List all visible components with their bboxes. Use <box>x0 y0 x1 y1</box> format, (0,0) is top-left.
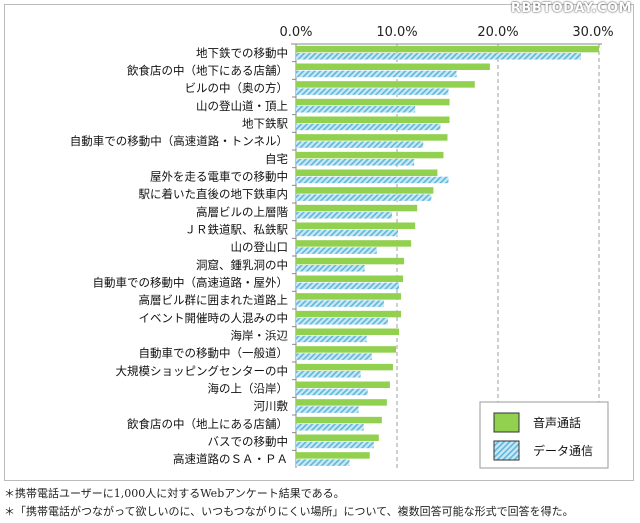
bar-data <box>296 424 364 431</box>
category-label: ビルの中（奥の方） <box>185 81 289 95</box>
legend-label: データ通信 <box>533 443 593 458</box>
bar-voice <box>296 45 599 53</box>
category-label: 山の登山口 <box>231 240 289 254</box>
bar-voice <box>296 293 402 300</box>
category-label: 大規模ショッピングセンターの中 <box>116 364 289 378</box>
category-label: 自動車での移動中（一般道） <box>139 346 289 360</box>
bar-voice <box>296 310 402 318</box>
category-label: 自動車での移動中（高速道路・トンネル） <box>70 134 288 148</box>
bar-data <box>296 123 441 131</box>
bar-data <box>296 371 361 378</box>
bar-voice <box>296 204 418 212</box>
bar-data <box>296 459 350 466</box>
category-label: 駅に着いた直後の地下鉄車内 <box>139 187 289 201</box>
category-label: ＪＲ鉄道駅、私鉄駅 <box>185 223 289 237</box>
bar-data <box>296 176 449 184</box>
bar-data <box>296 265 365 272</box>
bar-data <box>296 53 581 60</box>
category-label: 屋外を走る電車での移動中 <box>150 170 288 184</box>
category-label: 高層ビルの上層階 <box>196 205 288 219</box>
bar-voice <box>296 257 405 265</box>
bar-voice <box>296 98 450 106</box>
legend-label: 音声通話 <box>533 415 581 430</box>
chart-frame <box>4 4 634 481</box>
bar-data <box>296 159 415 166</box>
bar-voice <box>296 187 434 194</box>
category-label: 河川敷 <box>254 399 289 413</box>
bar-voice <box>296 416 382 424</box>
bar-voice <box>296 240 412 247</box>
bar-voice <box>296 63 490 70</box>
category-label: イベント開催時の人混みの中 <box>139 311 289 325</box>
category-label: 洞窟、鍾乳洞の中 <box>196 258 288 272</box>
bar-voice <box>296 169 438 176</box>
x-tick-label: 20.0% <box>477 25 518 40</box>
bar-voice <box>296 134 448 141</box>
bar-voice <box>296 116 450 123</box>
bar-data <box>296 141 424 148</box>
bar-voice <box>296 275 404 282</box>
category-label: 地下鉄での移動中 <box>196 46 288 60</box>
category-label: 山の登山道・頂上 <box>196 99 288 113</box>
footnote-1: ＊携帯電話ユーザーに1,000人に対するWebアンケート結果である。 <box>4 487 345 500</box>
bar-data <box>296 212 392 219</box>
bar-data <box>296 353 372 360</box>
watermark: RBBTODAY.COM <box>510 1 632 16</box>
bar-voice <box>296 346 396 353</box>
category-label: 高層ビル群に囲まれた道路上 <box>139 293 289 307</box>
category-label: バスでの移動中 <box>208 435 289 449</box>
bar-chart: 0.0% 10.0% 20.0% 30.0% 地下鉄での移動中飲食店の中（地下にある店舗… <box>70 25 614 469</box>
legend-swatch <box>493 412 520 433</box>
bar-voice <box>296 399 387 406</box>
bar-voice <box>296 81 475 88</box>
bar-voice <box>296 452 370 459</box>
bar-voice <box>296 328 400 335</box>
bar-data <box>296 388 368 396</box>
category-label: 海の上（沿岸） <box>208 382 289 396</box>
bar-voice <box>296 151 444 159</box>
legend-swatch <box>493 440 520 461</box>
bar-data <box>296 300 384 307</box>
category-label: 飲食店の中（地上にある店舗） <box>127 417 288 431</box>
footnote-2: ＊「携帯電話がつながって欲しいのに、いつもつながりにくい場所」について、複数回答… <box>4 505 574 518</box>
category-label: 地下鉄駅 <box>242 117 288 131</box>
bar-voice <box>296 222 416 229</box>
category-label: 自宅 <box>265 152 288 166</box>
x-tick-label: 30.0% <box>572 25 613 40</box>
bar-data <box>296 247 377 254</box>
bar-data <box>296 335 367 343</box>
bar-data <box>296 229 399 237</box>
bar-data <box>296 282 400 290</box>
bar-data <box>296 88 449 95</box>
x-tick-label: 0.0% <box>279 25 312 40</box>
bar-data <box>296 406 359 413</box>
bar-data <box>296 194 432 201</box>
bar-voice <box>296 434 379 441</box>
category-label: 高速道路のＳＡ・ＰＡ <box>173 452 288 466</box>
bar-voice <box>296 363 393 371</box>
bar-data <box>296 106 416 113</box>
category-label: 海岸・浜辺 <box>231 329 289 343</box>
bar-data <box>296 441 374 449</box>
bar-data <box>296 70 457 78</box>
category-label: 飲食店の中（地下にある店舗） <box>127 64 288 78</box>
category-label: 自動車での移動中（高速道路・屋外） <box>93 276 289 290</box>
x-tick-label: 10.0% <box>376 25 417 40</box>
bar-voice <box>296 381 390 388</box>
bar-data <box>296 318 388 325</box>
